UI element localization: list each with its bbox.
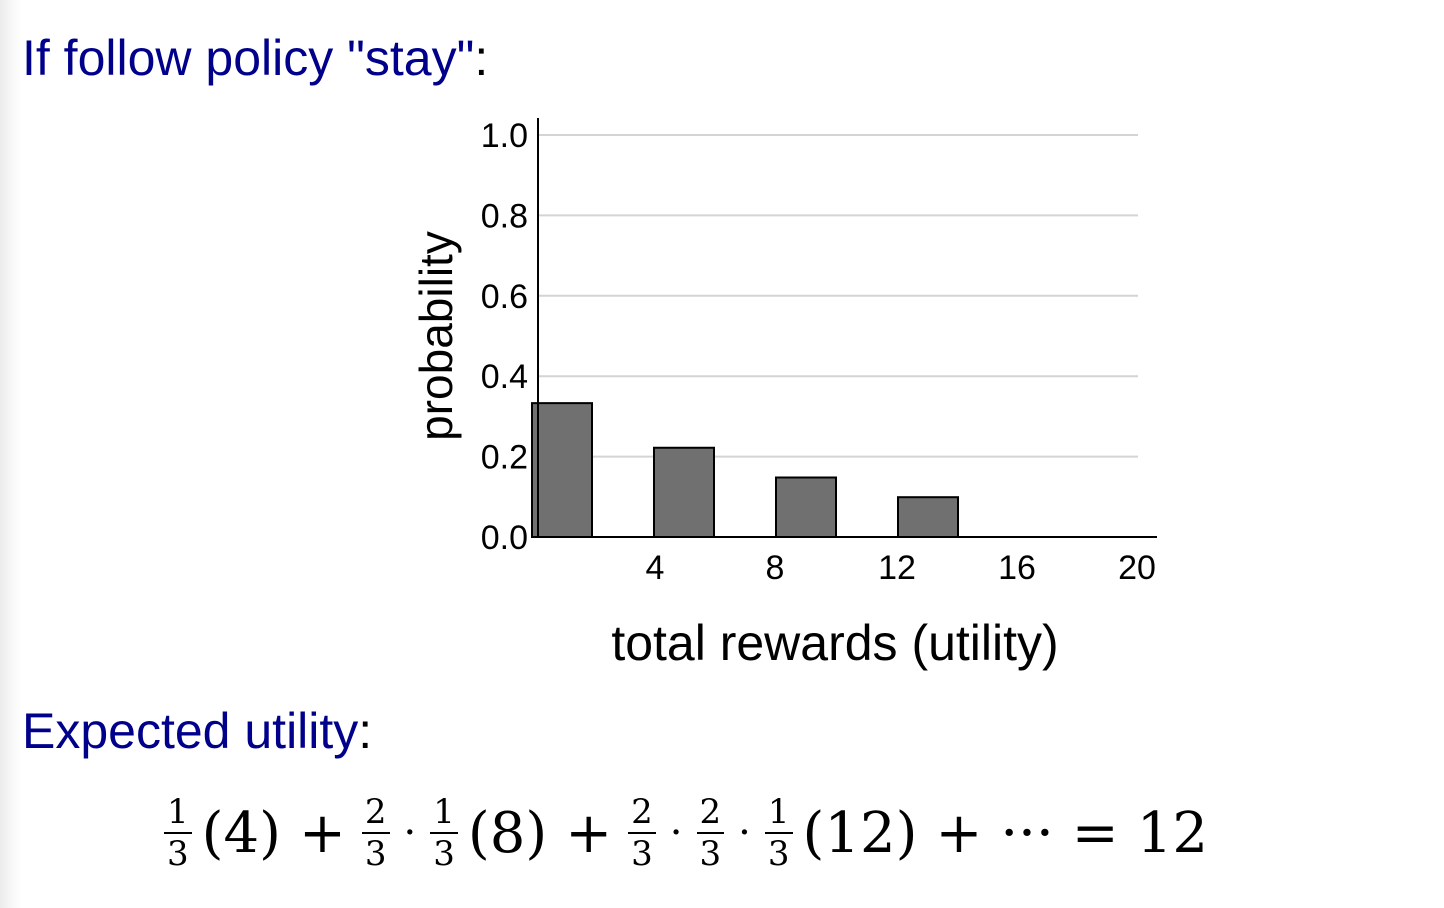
x-tick-label-8: 8: [766, 549, 785, 587]
axes: [537, 118, 1157, 538]
y-tick-label-4: 0.8: [481, 197, 528, 235]
y-tick-label-1: 0.2: [481, 439, 528, 477]
fraction-5-bar: [696, 832, 725, 834]
tick-labels: 0.0 0.2 0.4 0.6 0.8 1.0 4 8 12 16 20: [481, 117, 1156, 587]
fraction-2-bar: [361, 832, 390, 834]
bar-4: [531, 402, 593, 538]
fraction-3-denominator: 3: [433, 834, 455, 874]
policy-heading: If follow policy "stay":: [22, 33, 488, 83]
fraction-1-numerator: 1: [167, 792, 189, 832]
grid-lines: [538, 134, 1138, 458]
fraction-6-denominator: 3: [767, 834, 790, 874]
policy-heading-colon: :: [474, 30, 489, 86]
fraction-4-numerator: 2: [631, 792, 653, 832]
plus-sign-3: +: [935, 800, 983, 866]
multiply-dot-3: ·: [738, 810, 751, 856]
plus-sign-2: +: [565, 800, 613, 866]
expected-utility-heading-colon: :: [358, 703, 373, 759]
fraction-2-denominator: 3: [364, 834, 387, 874]
x-tick-label-12: 12: [878, 549, 916, 587]
expected-utility-heading-text: Expected utility: [22, 703, 359, 759]
term-3: (12): [802, 800, 918, 866]
fraction-1-bar: [164, 832, 192, 834]
result-value: 12: [1136, 800, 1208, 866]
fraction-1-denominator: 3: [167, 834, 189, 874]
term-1: (4): [201, 800, 281, 866]
fraction-6-numerator: 1: [767, 792, 790, 832]
expected-utility-heading: Expected utility:: [22, 706, 372, 756]
fraction-6-bar: [764, 832, 793, 834]
fraction-2-numerator: 2: [364, 792, 387, 832]
x-axis-label: total rewards (utility): [611, 615, 1058, 671]
ellipsis: ···: [1000, 800, 1054, 866]
y-tick-label-0: 0.0: [481, 519, 528, 557]
fraction-4-denominator: 3: [631, 834, 653, 874]
bar-8: [653, 446, 715, 539]
fraction-5-numerator: 2: [699, 792, 722, 832]
y-axis-label: probability: [410, 231, 462, 441]
policy-heading-text: If follow policy "stay": [22, 30, 475, 86]
y-tick-label-2: 0.4: [481, 358, 528, 396]
equals-sign: =: [1071, 800, 1119, 866]
fraction-3-numerator: 1: [433, 792, 455, 832]
fraction-3-bar: [430, 832, 458, 834]
x-tick-label-20: 20: [1118, 549, 1156, 587]
bar-16: [897, 496, 959, 538]
multiply-dot-2: ·: [669, 810, 683, 856]
x-tick-label-16: 16: [998, 549, 1036, 587]
term-2: (8): [467, 800, 548, 866]
bar-12: [775, 476, 837, 538]
plus-sign-1: +: [298, 800, 346, 866]
fraction-5-denominator: 3: [699, 834, 722, 874]
fraction-4-bar: [628, 832, 656, 834]
y-tick-label-5: 1.0: [481, 117, 528, 155]
multiply-dot-1: ·: [403, 810, 417, 856]
y-tick-label-3: 0.6: [481, 278, 528, 316]
x-tick-label-4: 4: [646, 549, 665, 587]
bars: [531, 402, 959, 539]
